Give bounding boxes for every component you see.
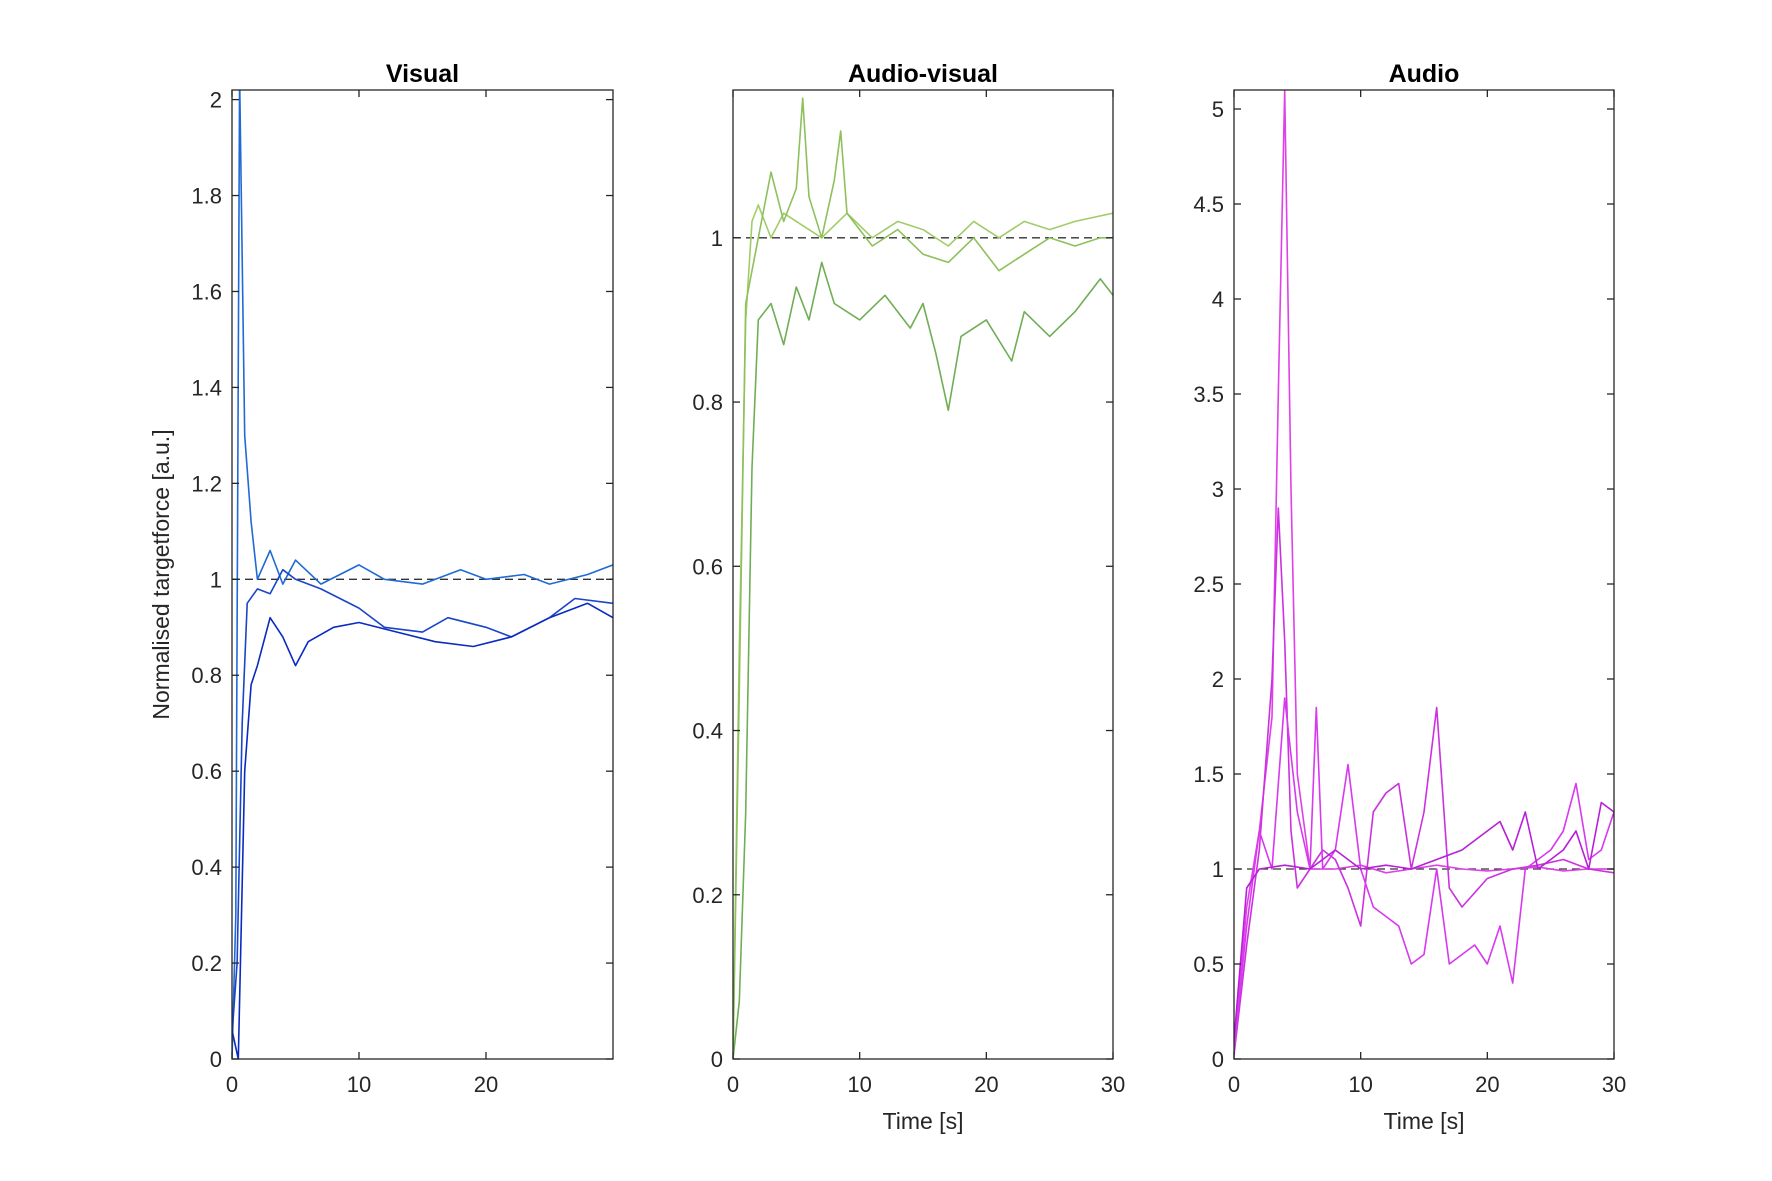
panel-audio-visual: Audio-visual Time [s] 00.20.40.60.810 10 2… — [692, 60, 1125, 1134]
axes-box — [1233, 89, 1615, 1060]
x-tick-label: 20 — [974, 1072, 998, 1097]
y-tick-label: 0.6 — [191, 759, 222, 784]
y-tick-label: 4.5 — [1193, 192, 1224, 217]
axes-box — [732, 89, 1114, 1060]
panel-title: Audio-visual — [848, 60, 998, 88]
panel-title: Visual — [386, 60, 459, 88]
y-tick-label: 1.5 — [1193, 762, 1224, 787]
y-tick-label: 0.6 — [692, 554, 723, 579]
series-line-1 — [232, 90, 613, 1059]
y-tick-label: 0.4 — [191, 855, 222, 880]
y-tick-label: 1.4 — [191, 375, 222, 400]
x-tick-label: 30 — [1602, 1072, 1626, 1097]
x-tick-label: 0 — [1228, 1072, 1240, 1097]
panel-visual: Visual Normalised targetforce [a.u.] 0 0.… — [148, 60, 614, 1097]
y-tick-label: 1 — [711, 226, 723, 251]
x-tick-label: 10 — [347, 1072, 371, 1097]
y-tick-label: 1 — [1212, 857, 1224, 882]
x-axis-label: Time [s] — [883, 1108, 964, 1134]
y-tick-label: 4 — [1212, 287, 1224, 312]
x-tick-label: 30 — [1101, 1072, 1125, 1097]
series-line-1 — [733, 204, 1113, 1059]
y-tick-label: 0.2 — [692, 883, 723, 908]
y-tick-label: 3 — [1212, 477, 1224, 502]
y-tick-label: 0.2 — [191, 951, 222, 976]
y-axis-label: Normalised targetforce [a.u.] — [148, 429, 174, 719]
y-tick-label: 3.5 — [1193, 382, 1224, 407]
y-tick-label: 0.5 — [1193, 952, 1224, 977]
series-line-3 — [1234, 697, 1614, 1050]
x-tick-label: 10 — [847, 1072, 871, 1097]
y-tick-label: 5 — [1212, 97, 1224, 122]
panel-audio: Audio Time [s] 0 0.5 1 1.5 2 2.5 3 3.5 4 4.5 5 0 10 2… — [1193, 60, 1626, 1134]
series-line-2 — [733, 97, 1113, 1059]
y-tick-label: 1 — [210, 567, 222, 592]
y-tick-label: 0.8 — [191, 663, 222, 688]
panel-title: Audio — [1389, 60, 1460, 88]
y-tick-label: 0 — [210, 1047, 222, 1072]
y-tick-label: 0 — [1212, 1047, 1224, 1072]
y-tick-label: 2.5 — [1193, 572, 1224, 597]
y-tick-label: 1.6 — [191, 279, 222, 304]
series-line-3 — [232, 602, 613, 1059]
axes-box — [231, 89, 614, 1060]
y-tick-label: 0.8 — [692, 390, 723, 415]
x-tick-label: 20 — [474, 1072, 498, 1097]
x-tick-label: 0 — [727, 1072, 739, 1097]
series-line-4 — [1234, 801, 1614, 1041]
y-tick-label: 2 — [1212, 667, 1224, 692]
y-tick-label: 2 — [210, 88, 222, 113]
x-tick-label: 20 — [1475, 1072, 1499, 1097]
x-tick-label: 0 — [226, 1072, 238, 1097]
y-tick-label: 0.4 — [692, 719, 723, 744]
y-tick-label: 0 — [711, 1047, 723, 1072]
x-axis-label: Time [s] — [1384, 1108, 1465, 1134]
y-tick-label: 1.2 — [191, 471, 222, 496]
y-tick-label: 1.8 — [191, 184, 222, 209]
series-line-2 — [1234, 507, 1614, 1056]
series-line-3 — [733, 261, 1113, 1059]
x-tick-label: 10 — [1348, 1072, 1372, 1097]
